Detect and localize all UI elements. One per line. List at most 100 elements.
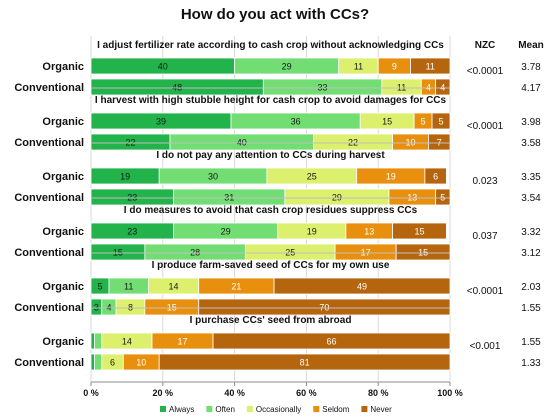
question-statement: I adjust fertilizer rate according to ca… xyxy=(97,40,444,51)
nzc-value: <0.0001 xyxy=(467,66,504,77)
legend-label: Often xyxy=(215,405,235,414)
legend-label: Always xyxy=(169,405,194,414)
legend-swatch xyxy=(313,406,320,412)
data-label: 9 xyxy=(392,62,397,72)
mean-value: 4.17 xyxy=(521,83,541,94)
data-label: 5 xyxy=(97,282,102,292)
bar-segment xyxy=(410,57,451,75)
nzc-column-header: NZC xyxy=(475,40,496,51)
bar-segment xyxy=(395,243,451,261)
mean-value: 3.78 xyxy=(521,62,541,73)
group-label: Organic xyxy=(42,336,84,348)
data-label: 23 xyxy=(127,227,137,237)
group-label: Conventional xyxy=(14,247,84,259)
data-label: 29 xyxy=(221,227,231,237)
group-label: Organic xyxy=(42,281,84,293)
data-label: 19 xyxy=(120,172,130,182)
legend-label: Occasionally xyxy=(256,405,301,414)
mean-value: 3.12 xyxy=(521,248,541,259)
x-tick-label: 100 % xyxy=(437,388,463,398)
data-label: 36 xyxy=(291,117,301,127)
data-label: 15 xyxy=(414,227,424,237)
group-label: Conventional xyxy=(14,357,84,369)
data-label: 19 xyxy=(386,172,396,182)
data-label: 40 xyxy=(158,62,168,72)
bar-segment xyxy=(431,112,451,130)
bar-segment xyxy=(198,298,451,316)
data-label: 6 xyxy=(110,358,115,368)
legend-swatch xyxy=(361,406,368,412)
data-label: 19 xyxy=(307,227,317,237)
bar-segment xyxy=(273,277,451,295)
group-label: Conventional xyxy=(14,137,84,149)
data-label: 10 xyxy=(136,358,146,368)
nzc-value: 0.023 xyxy=(472,176,497,187)
nzc-value: 0.037 xyxy=(472,231,497,242)
mean-value: 3.98 xyxy=(521,117,541,128)
bar-segment xyxy=(424,167,447,185)
group-label: Conventional xyxy=(14,192,84,204)
x-tick-label: 0 % xyxy=(83,388,99,398)
legend-swatch xyxy=(160,406,166,412)
question-statement: I do not pay any attention to CCs during… xyxy=(156,150,385,161)
group-label: Organic xyxy=(42,171,84,183)
question-statement: I do measures to avoid that cash crop re… xyxy=(124,205,418,216)
data-label: 39 xyxy=(156,117,166,127)
bar-segment xyxy=(90,353,95,371)
x-tick-label: 20 % xyxy=(153,388,174,398)
mean-value: 1.55 xyxy=(521,303,541,314)
bar-segment xyxy=(392,222,447,240)
chart-title: How do you act with CCs? xyxy=(181,6,369,23)
mean-value: 3.32 xyxy=(521,227,541,238)
bar-segment xyxy=(90,332,95,350)
data-label: 6 xyxy=(433,172,438,182)
group-label: Conventional xyxy=(14,82,84,94)
data-label: 29 xyxy=(282,62,292,72)
legend-label: Seldom xyxy=(322,405,349,414)
data-label: 66 xyxy=(327,337,337,347)
data-label: 5 xyxy=(421,117,426,127)
bar-segment xyxy=(212,332,451,350)
bar-segment xyxy=(94,332,103,350)
data-label: 25 xyxy=(307,172,317,182)
data-label: 15 xyxy=(382,117,392,127)
data-label: 11 xyxy=(354,62,363,72)
plot-area: I adjust fertilizer rate according to ca… xyxy=(14,36,541,414)
data-label: 30 xyxy=(208,172,218,182)
bar-segment xyxy=(428,133,451,151)
data-label: 17 xyxy=(178,337,188,347)
mean-value: 2.03 xyxy=(521,282,541,293)
question-statement: I purchase CCs' seed from abroad xyxy=(190,315,352,326)
mean-value: 3.35 xyxy=(521,172,541,183)
x-tick-label: 60 % xyxy=(296,388,317,398)
mean-value: 3.54 xyxy=(521,193,541,204)
group-label: Organic xyxy=(42,226,84,238)
mean-column-header: Mean xyxy=(518,40,544,51)
legend-label: Never xyxy=(370,405,392,414)
mean-value: 3.58 xyxy=(521,138,541,149)
group-label: Conventional xyxy=(14,302,84,314)
data-label: 11 xyxy=(124,282,133,292)
data-label: 13 xyxy=(364,227,374,237)
data-label: 14 xyxy=(122,337,132,347)
question-statement: I produce farm-saved seed of CCs for my … xyxy=(152,260,390,271)
question-statement: I harvest with high stubble height for c… xyxy=(95,95,447,106)
data-label: 81 xyxy=(300,358,310,368)
bar-segment xyxy=(94,353,103,371)
data-label: 5 xyxy=(439,117,444,127)
nzc-value: <0.0001 xyxy=(467,121,504,132)
nzc-value: <0.001 xyxy=(470,341,501,352)
data-label: 14 xyxy=(169,282,179,292)
legend-swatch xyxy=(246,406,253,412)
legend-swatch xyxy=(206,406,213,412)
nzc-value: <0.0001 xyxy=(467,286,504,297)
x-tick-label: 80 % xyxy=(368,388,389,398)
data-label: 11 xyxy=(426,62,435,72)
group-label: Organic xyxy=(42,116,84,128)
data-label: 49 xyxy=(357,282,367,292)
data-label: 21 xyxy=(231,282,241,292)
mean-value: 1.55 xyxy=(521,337,541,348)
x-tick-label: 40 % xyxy=(224,388,245,398)
bar-segment xyxy=(435,78,451,96)
